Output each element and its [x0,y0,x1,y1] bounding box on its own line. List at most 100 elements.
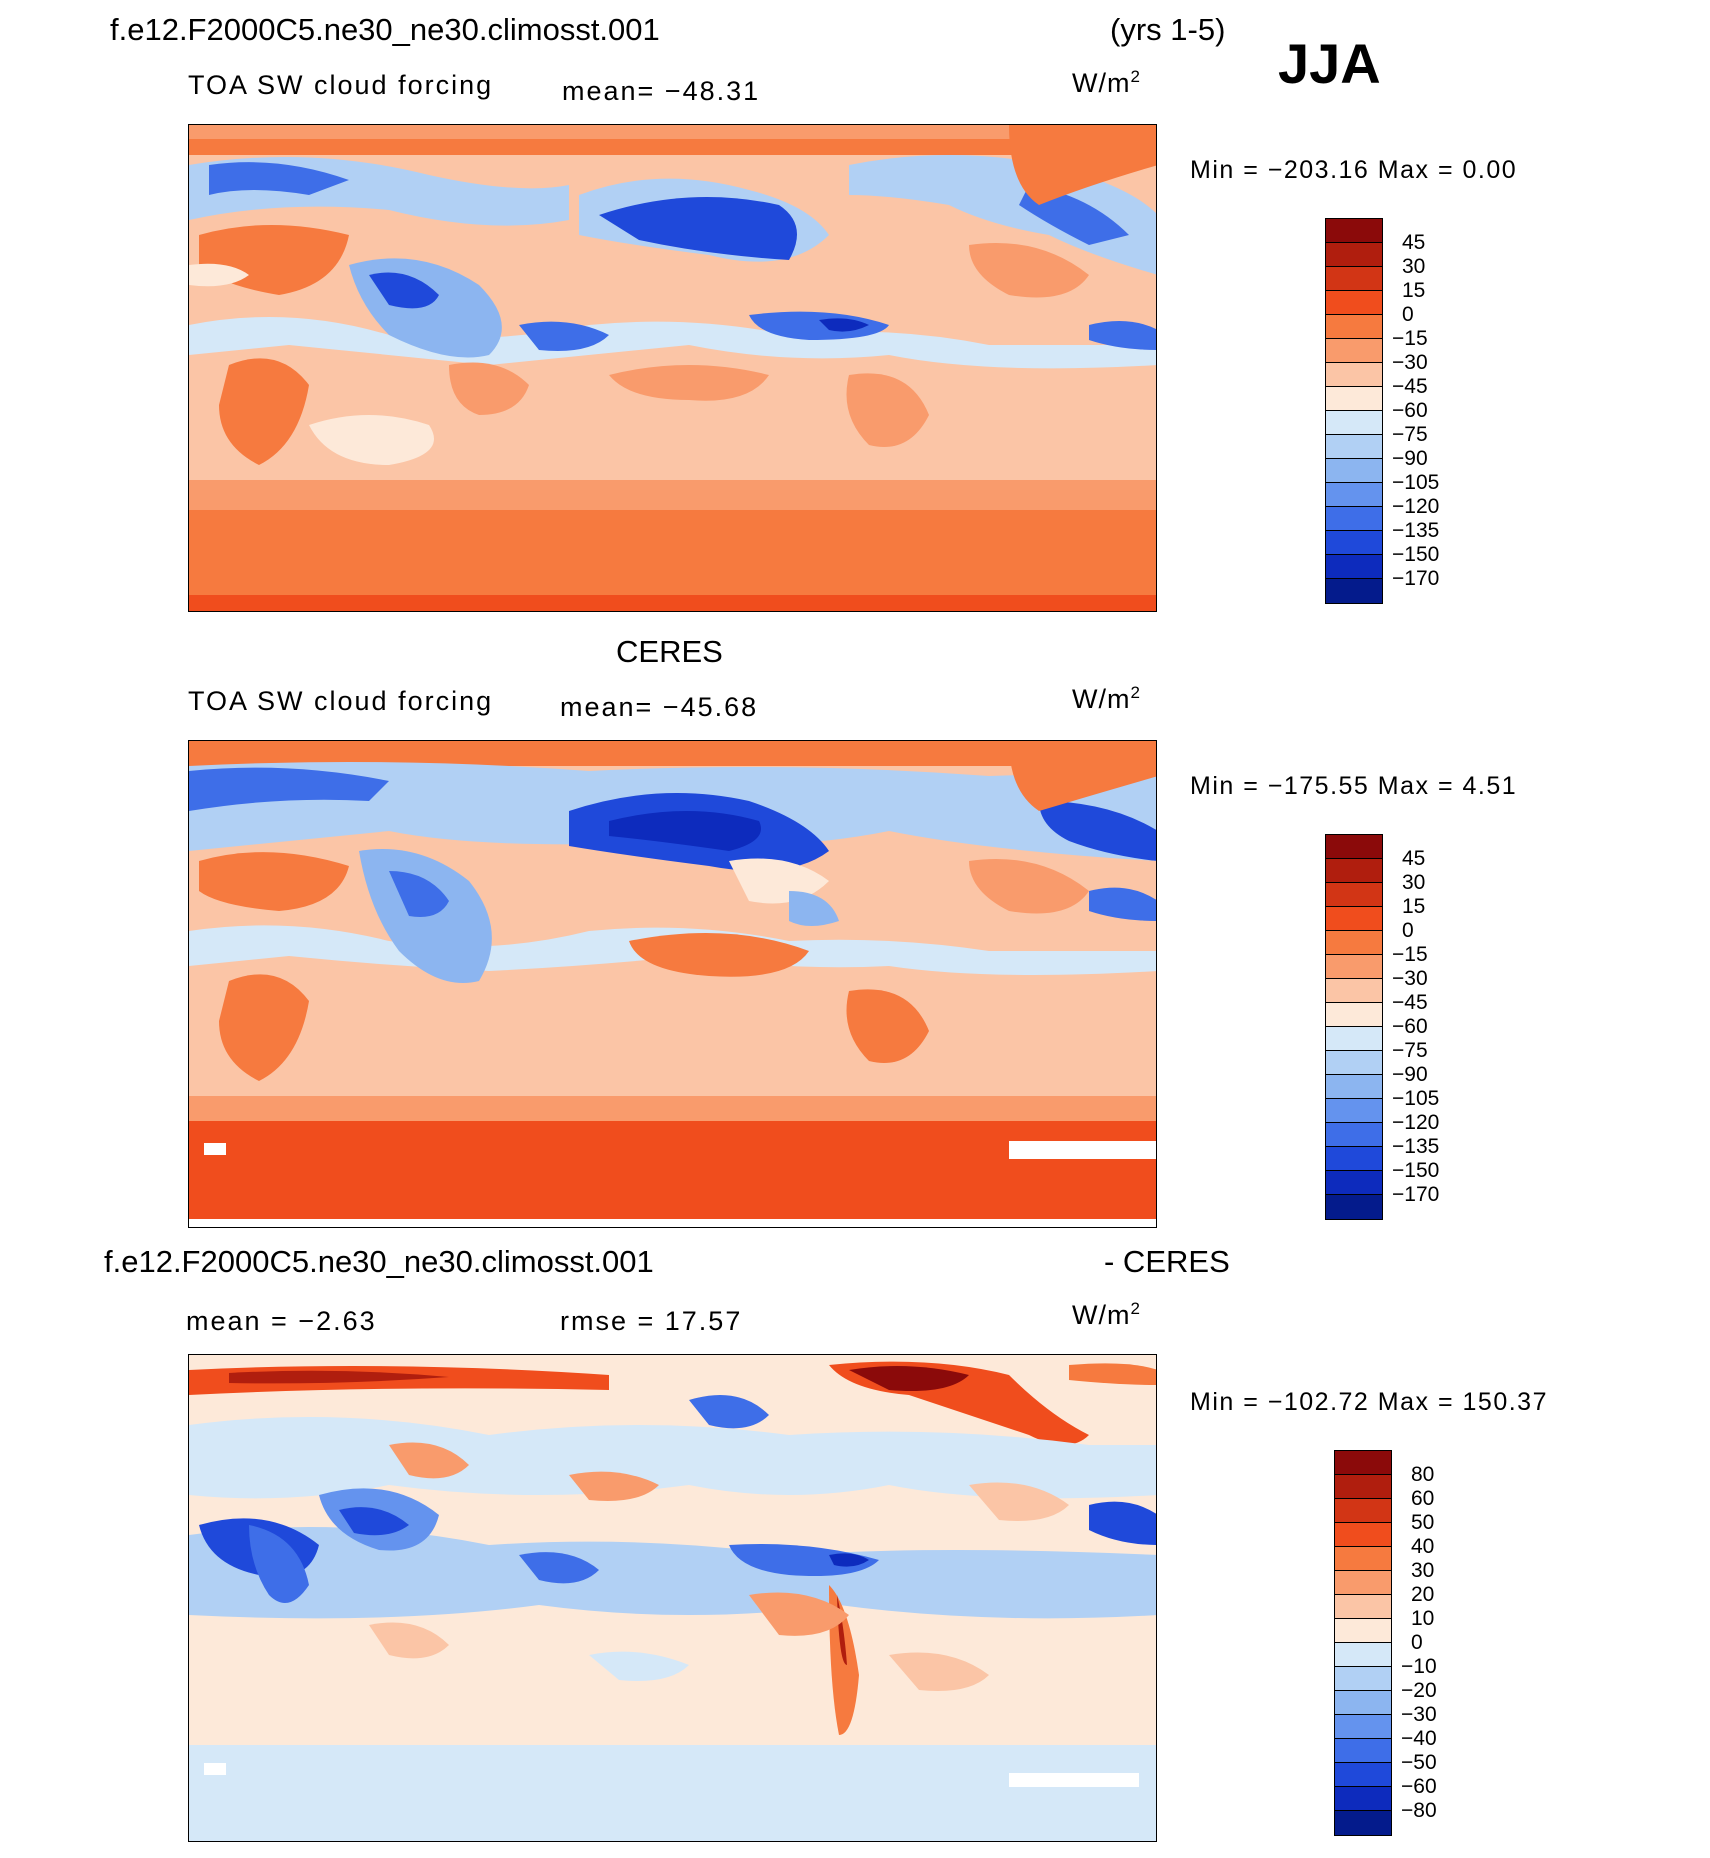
panel1-minmax: Min = −203.16 Max = 0.00 [1190,156,1518,184]
season-label: JJA [1278,32,1381,95]
panel3-colorbar [1334,1450,1392,1836]
colorbar-label: 15 [1402,895,1426,918]
colorbar-label: 0 [1402,919,1414,942]
colorbar-label: 45 [1402,847,1426,870]
colorbar-cell [1326,859,1382,883]
colorbar-cell [1326,363,1382,387]
colorbar-cell [1326,219,1382,243]
colorbar-cell [1335,1475,1391,1499]
colorbar-label: −30 [1392,351,1428,374]
colorbar-cell [1335,1451,1391,1475]
colorbar-label: 30 [1411,1559,1435,1582]
panel3-minmax: Min = −102.72 Max = 150.37 [1190,1388,1548,1416]
panel1-mean: mean= −48.31 [562,76,761,106]
colorbar-label: −75 [1392,423,1428,446]
panel3-units: W/m2 [1072,1299,1141,1330]
colorbar-label: 0 [1402,303,1414,326]
colorbar-label: −105 [1392,1087,1440,1110]
colorbar-label: 10 [1411,1607,1435,1630]
colorbar-cell [1326,411,1382,435]
colorbar-label: −120 [1392,1111,1440,1134]
colorbar-label: −90 [1392,447,1428,470]
panel2-title: CERES [616,634,723,669]
panel1-map [188,124,1157,612]
colorbar-cell [1335,1523,1391,1547]
colorbar-cell [1326,907,1382,931]
colorbar-cell [1326,1147,1382,1171]
colorbar-label: −45 [1392,991,1428,1014]
panel2-map [188,740,1157,1228]
panel2-minmax: Min = −175.55 Max = 4.51 [1190,772,1518,800]
colorbar-cell [1326,435,1382,459]
colorbar-label: −120 [1392,495,1440,518]
colorbar-cell [1326,1075,1382,1099]
panel3-rmse: rmse = 17.57 [560,1306,743,1336]
colorbar-cell [1326,1051,1382,1075]
colorbar-label: −80 [1401,1799,1437,1822]
panel3-mean: mean = −2.63 [186,1306,377,1336]
colorbar-cell [1326,555,1382,579]
colorbar-label: −20 [1401,1679,1437,1702]
colorbar-cell [1326,1195,1382,1219]
colorbar-label: −135 [1392,519,1440,542]
colorbar-cell [1335,1787,1391,1811]
colorbar-cell [1335,1691,1391,1715]
colorbar-cell [1326,579,1382,603]
colorbar-cell [1326,483,1382,507]
colorbar-cell [1335,1811,1391,1835]
colorbar-cell [1326,339,1382,363]
colorbar-label: 30 [1402,255,1426,278]
colorbar-cell [1326,1123,1382,1147]
colorbar-cell [1335,1739,1391,1763]
colorbar-cell [1326,291,1382,315]
colorbar-label: −30 [1392,967,1428,990]
colorbar-cell [1335,1763,1391,1787]
colorbar-label: −60 [1401,1775,1437,1798]
colorbar-cell [1326,955,1382,979]
panel2-variable: TOA SW cloud forcing [188,686,494,716]
panel3-title-right: - CERES [1104,1244,1230,1279]
colorbar-cell [1335,1595,1391,1619]
colorbar-cell [1326,315,1382,339]
colorbar-cell [1326,931,1382,955]
colorbar-label: 80 [1411,1463,1435,1486]
colorbar-cell [1326,531,1382,555]
colorbar-cell [1335,1499,1391,1523]
colorbar-label: −135 [1392,1135,1440,1158]
colorbar-cell [1335,1619,1391,1643]
colorbar-cell [1326,459,1382,483]
colorbar-label: −170 [1392,567,1440,590]
colorbar-label: −10 [1401,1655,1437,1678]
colorbar-cell [1335,1547,1391,1571]
colorbar-label: −90 [1392,1063,1428,1086]
colorbar-label: −15 [1392,327,1428,350]
panel2-mean: mean= −45.68 [560,692,759,722]
colorbar-label: 0 [1411,1631,1423,1654]
colorbar-label: −150 [1392,1159,1440,1182]
colorbar-cell [1335,1571,1391,1595]
panel1-units: W/m2 [1072,67,1141,98]
colorbar-label: 30 [1402,871,1426,894]
panel2-units: W/m2 [1072,683,1141,714]
colorbar-cell [1326,267,1382,291]
panel1-variable: TOA SW cloud forcing [188,70,494,100]
colorbar-cell [1326,883,1382,907]
years-label: (yrs 1-5) [1110,12,1226,47]
colorbar-label: −60 [1392,1015,1428,1038]
colorbar-label: −105 [1392,471,1440,494]
colorbar-label: −40 [1401,1727,1437,1750]
panel2-colorbar [1325,834,1383,1220]
colorbar-label: 20 [1411,1583,1435,1606]
case-name: f.e12.F2000C5.ne30_ne30.climosst.001 [110,12,660,47]
colorbar-cell [1326,1099,1382,1123]
colorbar-cell [1326,507,1382,531]
panel3-map [188,1354,1157,1842]
colorbar-label: 40 [1411,1535,1435,1558]
colorbar-label: −15 [1392,943,1428,966]
colorbar-cell [1335,1643,1391,1667]
colorbar-cell [1335,1667,1391,1691]
colorbar-cell [1326,1171,1382,1195]
colorbar-label: 50 [1411,1511,1435,1534]
panel3-title: f.e12.F2000C5.ne30_ne30.climosst.001 [104,1244,654,1279]
colorbar-cell [1326,387,1382,411]
